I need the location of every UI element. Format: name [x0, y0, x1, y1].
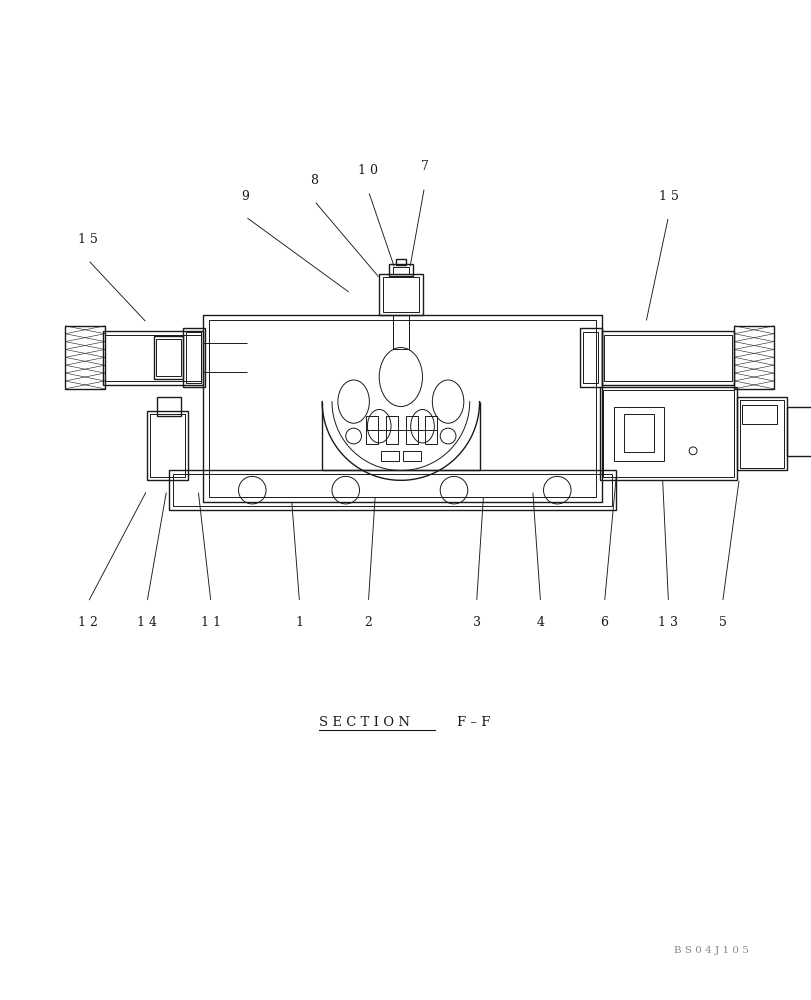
Text: 1 5: 1 5 [78, 233, 98, 246]
Text: 1 0: 1 0 [358, 164, 378, 177]
Text: 1 3: 1 3 [658, 616, 678, 629]
Text: B S 0 4 J 1 0 5: B S 0 4 J 1 0 5 [673, 946, 749, 955]
Bar [157, 397, 181, 416]
Text: 2: 2 [364, 616, 372, 629]
Bar [579, 328, 601, 387]
Bar [156, 339, 181, 376]
Bar [393, 267, 408, 274]
Text: 5: 5 [718, 616, 726, 629]
Text: 9: 9 [241, 190, 249, 203]
Bar [154, 336, 183, 379]
Bar [383, 277, 418, 312]
Bar [169, 470, 616, 510]
Bar [65, 326, 105, 389]
Bar [379, 274, 422, 315]
Bar [103, 331, 203, 385]
Bar [393, 315, 408, 349]
Bar [736, 397, 786, 470]
Bar [183, 328, 205, 387]
Text: 7: 7 [420, 160, 428, 173]
Bar [786, 407, 811, 456]
Bar [602, 390, 733, 477]
Text: 1 1: 1 1 [200, 616, 221, 629]
Text: 6: 6 [600, 616, 607, 629]
Bar [366, 416, 378, 444]
Bar [425, 416, 436, 444]
Bar [187, 332, 201, 383]
Text: 3: 3 [472, 616, 480, 629]
Text: 1: 1 [295, 616, 303, 629]
Bar [603, 335, 732, 381]
Bar [582, 332, 597, 383]
Bar [396, 259, 406, 265]
Bar [150, 414, 185, 477]
Bar [388, 264, 412, 276]
Bar [406, 416, 417, 444]
Bar [208, 320, 595, 497]
Bar [599, 387, 736, 480]
Bar [733, 326, 773, 389]
Bar [173, 474, 611, 506]
Bar [614, 407, 663, 461]
Bar [741, 405, 776, 424]
Text: 8: 8 [310, 174, 318, 187]
Bar [147, 411, 188, 480]
Text: F – F: F – F [457, 716, 490, 729]
Text: 1 4: 1 4 [137, 616, 157, 629]
Bar [385, 416, 397, 444]
Bar [105, 335, 201, 381]
Bar [601, 331, 733, 385]
Bar [203, 315, 601, 502]
Text: S E C T I O N: S E C T I O N [319, 716, 410, 729]
Bar [380, 451, 398, 461]
Bar [740, 400, 783, 468]
Text: 1 2: 1 2 [78, 616, 98, 629]
Text: 1 5: 1 5 [658, 190, 677, 203]
Text: 4: 4 [536, 616, 544, 629]
Bar [402, 451, 420, 461]
Bar [624, 414, 653, 452]
